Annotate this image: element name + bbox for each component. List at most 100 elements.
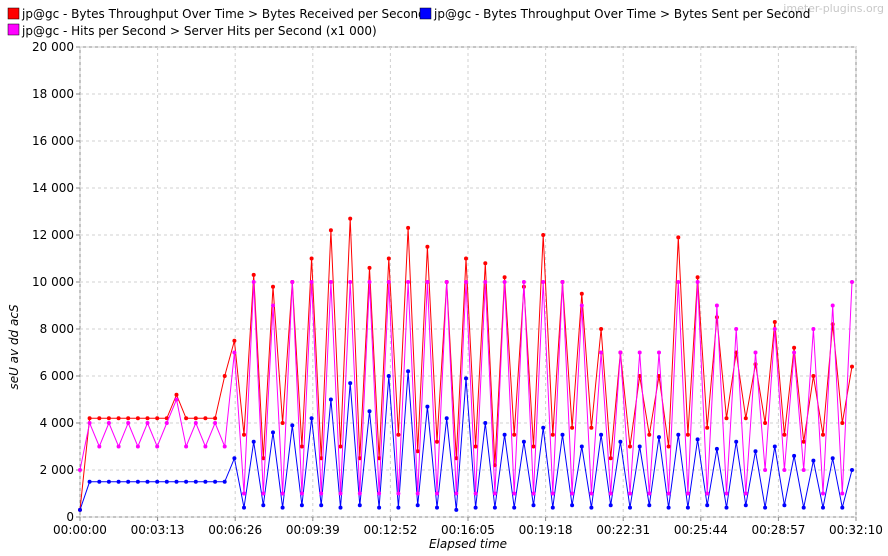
data-point-bytes-sent <box>560 432 565 437</box>
data-point-bytes-received <box>840 421 845 425</box>
legend-item-bytes-sent[interactable]: jp@gc - Bytes Throughput Over Time > Byt… <box>419 7 810 21</box>
data-point-bytes-received <box>695 275 700 280</box>
data-point-bytes-sent <box>608 503 613 508</box>
data-point-server-hits <box>782 468 787 472</box>
y-tick-label: 18 000 <box>32 87 74 101</box>
data-point-bytes-sent <box>454 507 459 512</box>
data-point-bytes-received <box>242 432 246 437</box>
data-point-bytes-received <box>328 228 333 233</box>
y-tick-label: 10 000 <box>32 275 74 289</box>
data-point-bytes-sent <box>657 435 661 440</box>
data-point-bytes-sent <box>753 449 758 454</box>
data-point-bytes-received <box>338 444 343 449</box>
data-point-server-hits <box>792 350 797 355</box>
data-point-bytes-sent <box>299 503 304 508</box>
data-point-bytes-received <box>251 272 256 277</box>
data-point-server-hits <box>357 491 362 496</box>
data-point-bytes-sent <box>116 479 121 484</box>
data-point-bytes-received <box>145 416 150 421</box>
data-point-bytes-sent <box>502 432 507 437</box>
data-point-bytes-received <box>550 432 555 437</box>
data-point-bytes-sent <box>492 505 497 510</box>
data-point-bytes-received <box>676 235 681 240</box>
data-point-bytes-received <box>135 416 140 421</box>
data-point-bytes-sent <box>695 437 700 442</box>
data-point-server-hits <box>512 491 517 496</box>
data-point-bytes-sent <box>396 505 401 510</box>
data-point-server-hits <box>155 444 160 449</box>
data-point-server-hits <box>377 491 382 496</box>
data-point-server-hits <box>579 303 584 308</box>
data-point-bytes-sent <box>464 376 468 381</box>
data-point-server-hits <box>97 444 102 449</box>
data-point-bytes-sent <box>531 503 536 508</box>
data-point-bytes-received <box>87 416 92 421</box>
data-point-server-hits <box>840 491 845 496</box>
data-point-bytes-received <box>464 256 468 261</box>
data-point-bytes-received <box>232 338 237 343</box>
data-point-bytes-received <box>309 256 314 261</box>
y-tick-label: 16 000 <box>32 134 74 148</box>
data-point-server-hits <box>309 280 314 284</box>
y-tick-label: 0 <box>66 510 74 524</box>
series-bytes-sent <box>78 369 854 512</box>
x-tick-label: 00:12:52 <box>363 523 417 537</box>
data-point-bytes-received <box>473 444 478 449</box>
data-point-bytes-sent <box>377 505 382 510</box>
data-point-bytes-received <box>357 456 362 461</box>
data-point-bytes-sent <box>811 458 816 463</box>
data-point-server-hits <box>608 491 613 496</box>
data-point-bytes-sent <box>164 479 169 484</box>
legend-swatch-bytes-received <box>7 7 20 20</box>
data-point-server-hits <box>164 421 169 425</box>
data-point-bytes-sent <box>348 381 353 386</box>
data-point-server-hits <box>203 444 208 449</box>
legend-item-bytes-received[interactable]: jp@gc - Bytes Throughput Over Time > Byt… <box>7 7 426 21</box>
data-point-server-hits <box>685 491 690 496</box>
data-point-bytes-received <box>367 265 372 270</box>
data-point-bytes-received <box>116 416 121 421</box>
data-point-bytes-received <box>589 425 594 430</box>
data-point-bytes-received <box>126 416 131 421</box>
data-point-server-hits <box>483 280 488 284</box>
data-point-server-hits <box>396 491 401 496</box>
data-point-bytes-received <box>599 327 604 331</box>
data-point-server-hits <box>637 350 642 355</box>
data-point-bytes-sent <box>203 479 208 484</box>
data-point-server-hits <box>116 444 121 449</box>
data-point-server-hits <box>550 491 555 496</box>
data-point-bytes-received <box>657 374 661 378</box>
data-point-server-hits <box>599 350 604 355</box>
data-point-bytes-sent <box>309 416 314 421</box>
data-point-bytes-received <box>705 425 710 430</box>
data-point-bytes-received <box>531 444 536 449</box>
data-point-bytes-received <box>763 421 768 425</box>
data-point-bytes-received <box>222 374 227 378</box>
data-point-server-hits <box>811 327 816 331</box>
data-point-bytes-received <box>628 444 632 449</box>
data-point-bytes-received <box>425 244 430 249</box>
data-point-bytes-sent <box>184 479 189 484</box>
data-point-bytes-sent <box>840 505 845 510</box>
data-point-server-hits <box>618 350 623 355</box>
data-point-server-hits <box>406 280 411 284</box>
data-point-bytes-sent <box>406 369 411 374</box>
data-point-bytes-received <box>811 374 816 378</box>
data-point-bytes-received <box>261 456 266 461</box>
data-point-bytes-received <box>271 284 275 289</box>
series-bytes-received <box>78 216 854 512</box>
data-point-bytes-sent <box>271 430 275 435</box>
data-point-bytes-received <box>579 291 584 296</box>
data-point-bytes-sent <box>126 479 131 484</box>
x-tick-label: 00:03:13 <box>131 523 185 537</box>
data-point-bytes-received <box>801 439 806 444</box>
data-point-bytes-sent <box>589 505 594 510</box>
data-point-server-hits <box>415 491 420 496</box>
data-point-bytes-sent <box>338 505 343 510</box>
data-point-server-hits <box>435 491 439 496</box>
legend-item-server-hits[interactable]: jp@gc - Hits per Second > Server Hits pe… <box>7 23 377 38</box>
legend-swatch-bytes-sent <box>419 7 432 20</box>
data-point-server-hits <box>647 491 652 496</box>
data-point-bytes-sent <box>618 439 623 444</box>
x-tick-label: 00:22:31 <box>596 523 650 537</box>
